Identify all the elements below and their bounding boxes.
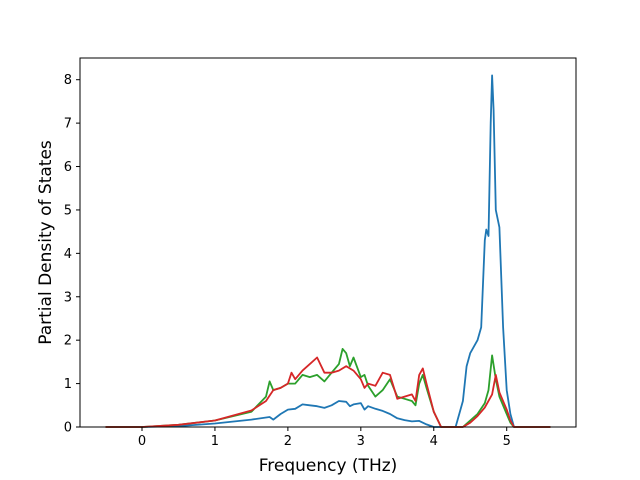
y-tick-label: 6 [64, 160, 72, 175]
axes-frame [79, 57, 577, 428]
y-tick-label: 2 [64, 334, 72, 349]
x-tick-label: 4 [430, 434, 438, 449]
y-axis-label: Partial Density of States [36, 140, 56, 345]
y-tick-label: 7 [64, 117, 72, 132]
y-tick-label: 1 [64, 377, 72, 392]
y-tick-label: 5 [64, 203, 72, 218]
y-tick-label: 4 [64, 247, 72, 262]
x-axis: 0 1 2 3 4 5 [138, 427, 511, 449]
series-line-1 [105, 74, 551, 428]
y-axis: 0 1 2 3 4 5 6 7 8 [64, 73, 80, 436]
x-tick-label: 3 [357, 434, 365, 449]
x-tick-label: 5 [503, 434, 511, 449]
y-tick-label: 0 [64, 421, 72, 436]
plot-area [105, 74, 551, 428]
x-tick-label: 1 [211, 434, 219, 449]
y-tick-label: 8 [64, 73, 72, 88]
x-axis-label: Frequency (THz) [259, 456, 398, 476]
x-tick-label: 2 [284, 434, 292, 449]
series-line-3 [105, 356, 551, 428]
x-tick-label: 0 [138, 434, 146, 449]
y-tick-label: 3 [64, 290, 72, 305]
